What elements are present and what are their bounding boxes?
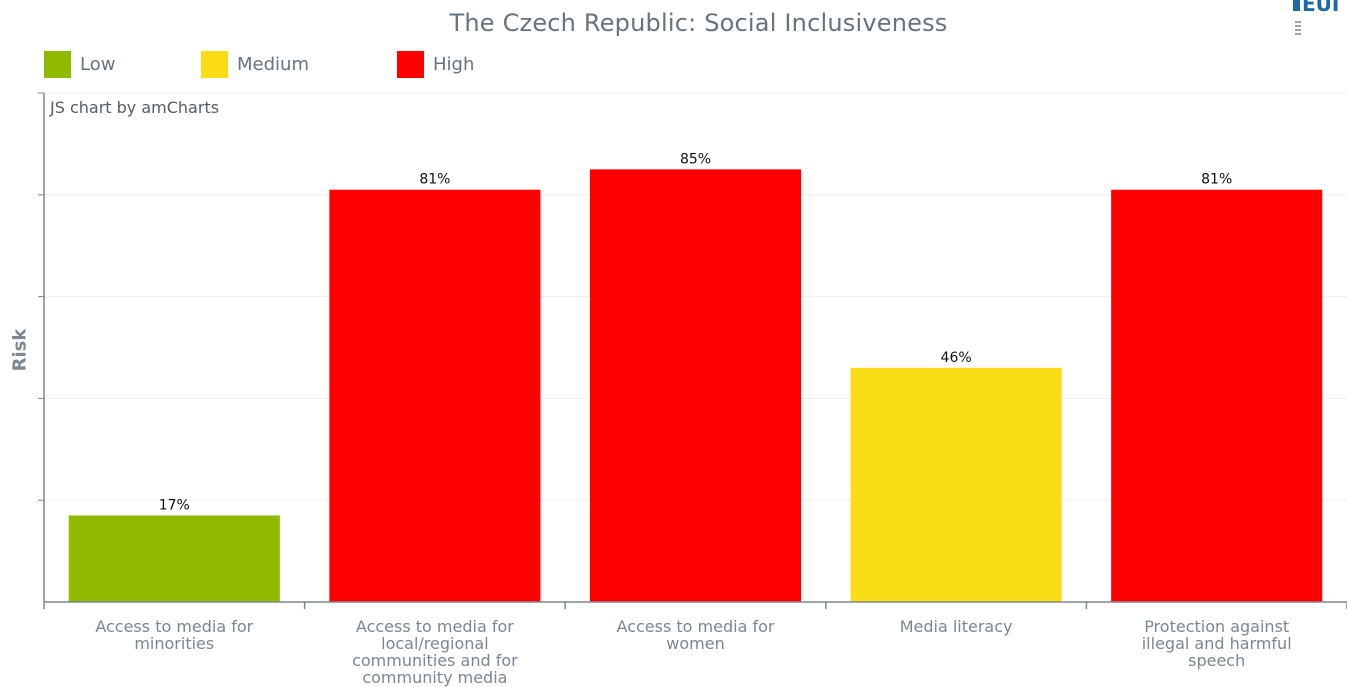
x-tick-label-4: Media literacy <box>899 617 1013 636</box>
x-tick-label-3: Access to media for women <box>616 617 775 653</box>
legend-label-high: High <box>433 54 475 75</box>
bar-1[interactable] <box>68 515 280 602</box>
x-tick-label-2: Access to media for local/regional communi… <box>352 617 518 687</box>
axes <box>38 92 1347 609</box>
value-label-1: 17% <box>159 497 190 513</box>
amcharts-credit[interactable]: JS chart by amCharts <box>50 98 220 117</box>
chart-title: The Czech Republic: Social Inclusiveness <box>449 9 948 37</box>
bar-4[interactable] <box>850 367 1062 602</box>
y-axis-label: Risk <box>9 328 31 372</box>
value-labels: 17% 81% 85% 46% 81% <box>159 151 1233 513</box>
legend-item-high[interactable]: High <box>397 51 474 78</box>
x-tick-label-5: Protection against illegal and harmful spe… <box>1141 617 1292 670</box>
value-label-5: 81% <box>1201 172 1232 188</box>
legend-label-medium: Medium <box>237 54 309 75</box>
legend-label-low: Low <box>80 54 116 75</box>
value-label-2: 81% <box>419 172 450 188</box>
value-label-4: 46% <box>941 350 972 366</box>
bar-2[interactable] <box>329 189 541 602</box>
x-tick-label-1: Access to media for minorities <box>95 617 254 653</box>
value-label-3: 85% <box>680 151 711 167</box>
bar-5[interactable] <box>1111 189 1323 602</box>
bar-3[interactable] <box>589 169 802 602</box>
legend-swatch-high <box>397 51 424 78</box>
eui-logo: EUI <box>1293 0 1347 40</box>
bars <box>68 169 1323 602</box>
legend-item-low[interactable]: Low <box>44 51 115 78</box>
legend-swatch-medium <box>201 51 228 78</box>
legend-item-medium[interactable]: Medium <box>201 51 309 78</box>
legend-swatch-low <box>44 51 71 78</box>
